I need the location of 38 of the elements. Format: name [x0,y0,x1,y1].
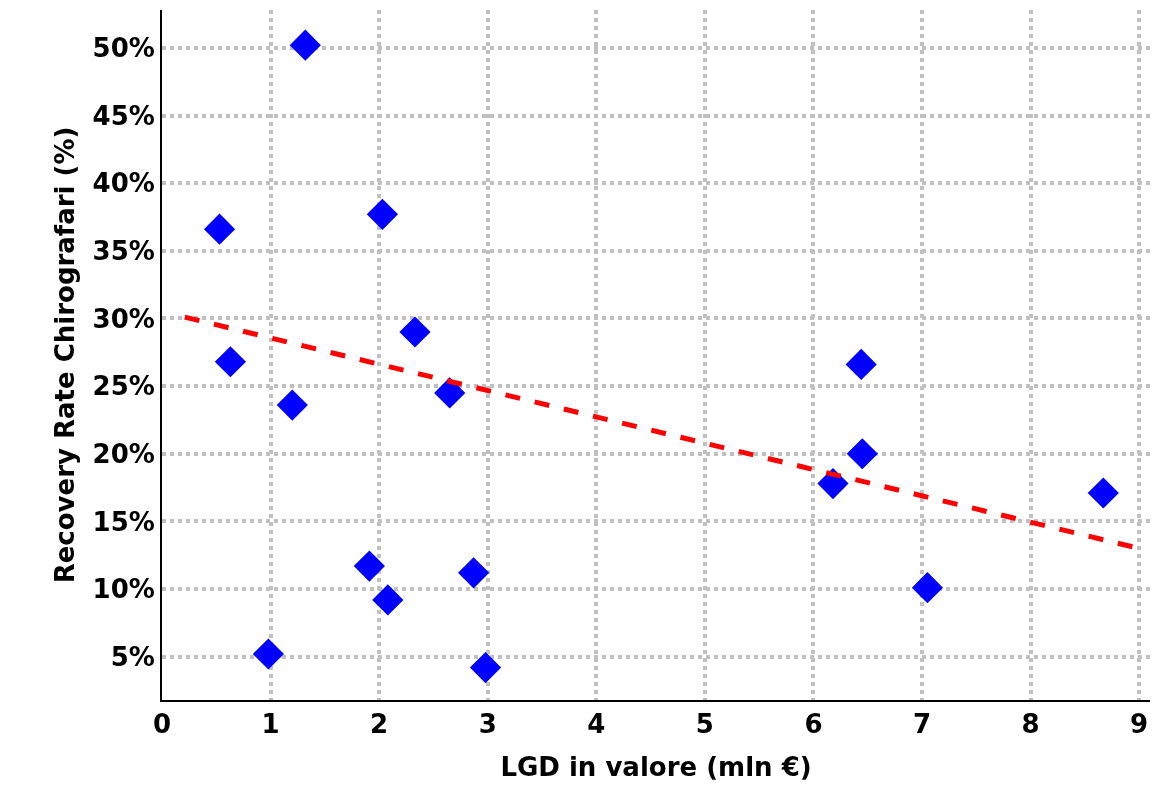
x-tick-label: 3 [478,709,497,740]
y-tick-label: 5% [110,641,155,672]
point [469,651,502,684]
point [845,348,877,381]
y-tick-label: 20% [92,438,155,469]
y-tick-label: 45% [92,100,155,131]
x-tick-label: 7 [912,709,932,740]
x-tick-label: 2 [370,709,389,740]
x-tick-label: 6 [804,709,823,740]
x-tick-label: 0 [152,709,172,740]
point [203,213,236,245]
x-axis-title: LGD in valore (mln €) [500,752,812,783]
point [252,638,284,670]
point [276,389,308,421]
point [911,572,944,604]
point [846,438,878,470]
point [289,29,321,61]
point [434,377,466,409]
point [399,316,431,348]
x-tick-label: 9 [1130,709,1149,740]
x-tick-label: 5 [695,709,714,740]
y-tick-label: 35% [92,235,155,266]
y-tick-label: 25% [92,371,155,402]
point [353,550,385,582]
y-axis-title: Recovery Rate Chirografari (%) [50,126,81,584]
x-tick-label: 4 [587,709,606,740]
point [458,557,490,589]
point [1087,477,1119,509]
y-tick-label: 40% [92,168,155,199]
point [214,346,246,378]
point [372,584,404,616]
x-tick-label: 1 [261,709,280,740]
y-tick-label: 15% [92,506,155,537]
x-tick-label: 8 [1021,709,1040,740]
point [366,198,398,230]
y-tick-label: 10% [92,574,155,605]
y-tick-label: 30% [92,303,155,334]
y-tick-label: 50% [92,32,155,63]
